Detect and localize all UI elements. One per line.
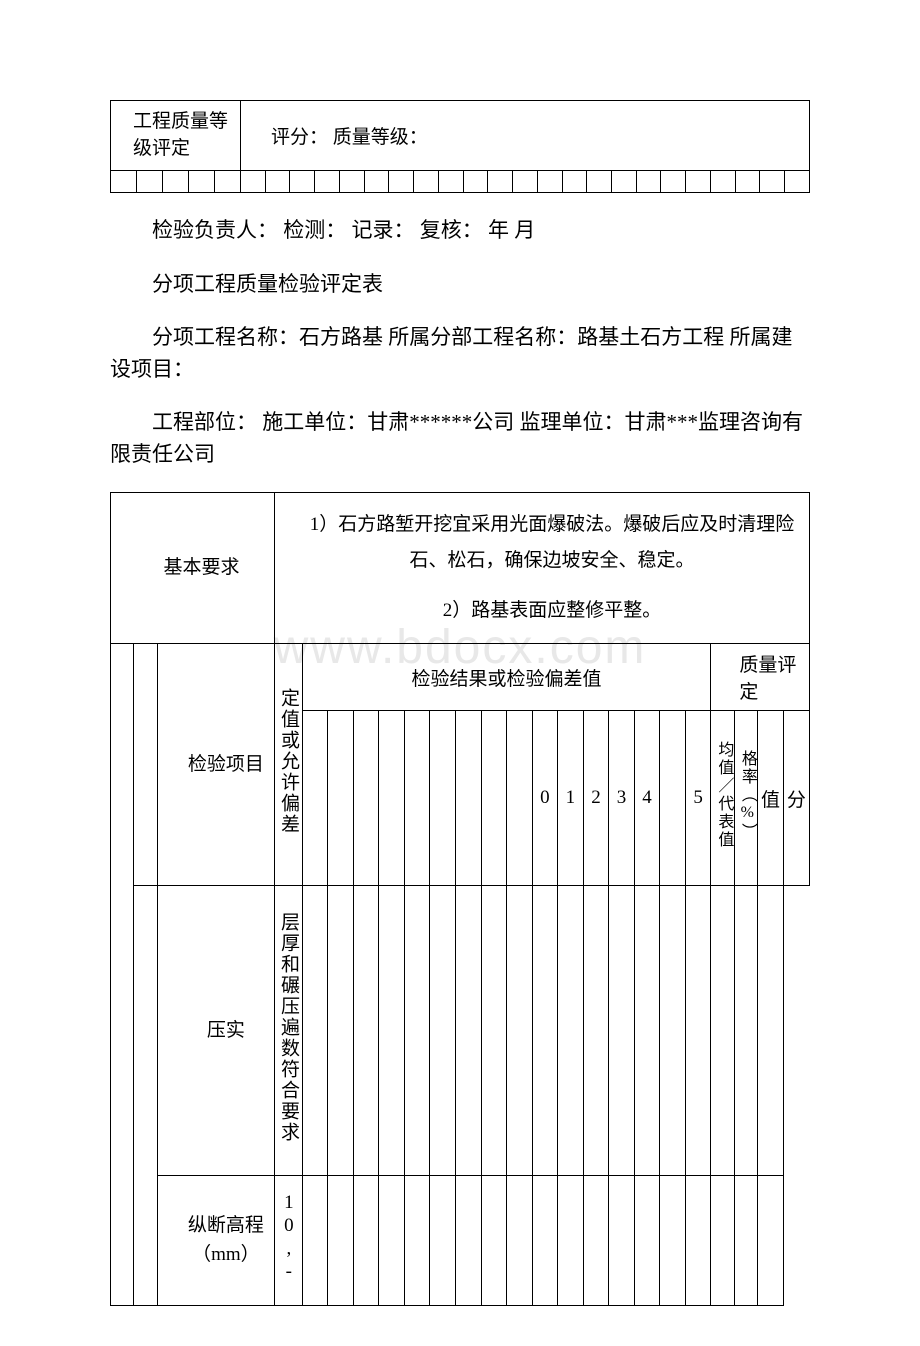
num-0: 0 [532, 711, 558, 886]
basic-req-text: 1）石方路堑开挖宜采用光面爆破法。爆破后应及时清理险石、松石，确保边坡安全、稳定… [274, 493, 809, 644]
project-name-line: 分项工程名称：石方路基 所属分部工程名称：路基土石方工程 所属建设项目： [110, 322, 810, 385]
score-header: 分 [783, 711, 809, 886]
item1-tolerance: 层厚和碾压遍数符合要求 [274, 886, 302, 1176]
top-rating-table: 工程质量等级评定 评分： 质量等级： [110, 100, 810, 193]
tolerance-header: 定值或允许偏差 [274, 644, 302, 886]
num-blank [660, 711, 686, 886]
basic-req-text-1: 1）石方路堑开挖宜采用光面爆破法。爆破后应及时清理险石、松石，确保边坡安全、稳定… [303, 507, 801, 579]
num-1: 1 [558, 711, 584, 886]
val-header: 值 [758, 711, 784, 886]
inspection-main-table: 基本要求 1）石方路堑开挖宜采用光面爆破法。爆破后应及时清理险石、松石，确保边坡… [110, 492, 810, 1306]
item2-tolerance: 10,- [274, 1176, 302, 1306]
num-5: 5 [685, 711, 711, 886]
form-title: 分项工程质量检验评定表 [110, 269, 810, 301]
avg-header: 均值／代表值 [711, 711, 734, 886]
num-3: 3 [609, 711, 635, 886]
num-4: 4 [634, 711, 660, 886]
tiny-grid-row [111, 171, 810, 193]
item1-label: 压实 [157, 886, 274, 1176]
project-unit-line: 工程部位： 施工单位：甘肃******公司 监理单位：甘肃***监理咨询有限责任… [110, 407, 810, 470]
inspect-item-header: 检验项目 [157, 644, 274, 886]
basic-req-label: 基本要求 [111, 493, 275, 644]
signature-line: 检验负责人： 检测： 记录： 复核： 年 月 [110, 215, 810, 247]
result-header: 检验结果或检验偏差值 [302, 644, 711, 711]
rating-value-cell: 评分： 质量等级： [241, 101, 810, 171]
quality-header: 质量评定 [711, 644, 810, 711]
num-2: 2 [583, 711, 609, 886]
basic-req-text-2: 2）路基表面应整修平整。 [303, 593, 801, 629]
rating-label-cell: 工程质量等级评定 [111, 101, 241, 171]
item2-label: 纵断高程（mm） [157, 1176, 274, 1306]
rate-header: 格率（%） [734, 711, 757, 886]
